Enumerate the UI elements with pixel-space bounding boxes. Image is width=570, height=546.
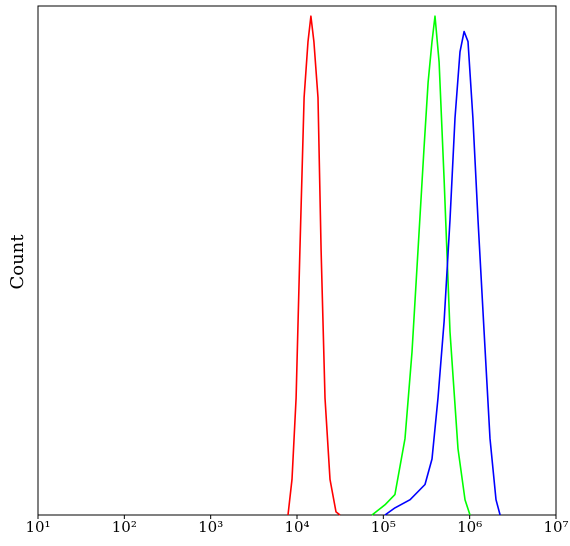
x-tick-label: 10² xyxy=(112,518,137,536)
histogram-line xyxy=(287,15,341,516)
x-tick-label: 10⁵ xyxy=(371,518,396,536)
x-tick-label: 10⁴ xyxy=(284,518,309,536)
x-tick-label: 10¹ xyxy=(25,518,50,536)
histogram-line xyxy=(384,30,501,516)
x-tick-label: 10⁶ xyxy=(457,518,482,536)
x-tick-label: 10⁷ xyxy=(543,518,568,536)
histogram-line xyxy=(371,15,471,516)
plot-frame xyxy=(37,5,557,516)
y-axis-label: Count xyxy=(7,234,28,290)
x-tick-label: 10³ xyxy=(198,518,223,536)
